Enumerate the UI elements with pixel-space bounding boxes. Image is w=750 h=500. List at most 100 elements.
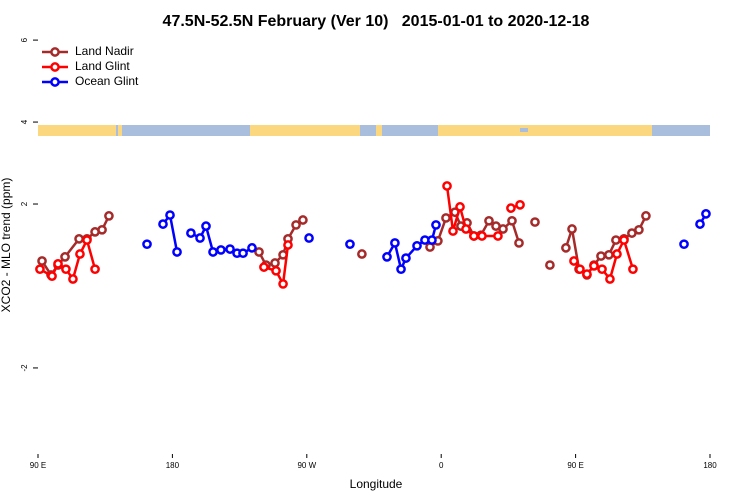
- data-point: [345, 239, 355, 250]
- data-point: [701, 209, 711, 219]
- data-point: [604, 249, 614, 260]
- chart-title: 47.5N-52.5N February (Ver 10) 2015-01-01…: [163, 13, 590, 30]
- data-point: [582, 269, 592, 279]
- data-point: [53, 259, 63, 269]
- land-ocean-strip: [38, 125, 710, 136]
- data-point: [515, 199, 525, 210]
- data-point: [158, 219, 168, 229]
- data-point: [225, 244, 235, 254]
- data-point: [628, 264, 638, 275]
- data-point: [47, 271, 57, 281]
- x-tick-label: 90 E: [567, 461, 583, 470]
- data-point: [401, 253, 411, 263]
- data-point: [35, 264, 45, 275]
- data-point: [477, 231, 487, 241]
- series-line: [39, 185, 635, 288]
- data-point: [390, 238, 400, 248]
- data-point: [68, 274, 78, 284]
- data-point: [271, 265, 281, 276]
- x-axis-label: Longitude: [350, 477, 403, 491]
- data-point: [61, 264, 71, 275]
- data-point: [431, 220, 441, 230]
- legend-marker: [50, 47, 60, 57]
- data-point: [441, 213, 451, 223]
- legend-label: Land Glint: [75, 59, 130, 73]
- data-point: [201, 221, 211, 231]
- y-tick-label: 2: [20, 201, 29, 206]
- data-point: [104, 211, 114, 221]
- data-point: [283, 240, 293, 250]
- data-point: [679, 239, 689, 250]
- data-point: [493, 231, 503, 241]
- data-point: [695, 219, 705, 229]
- x-tick-label: 90 W: [297, 461, 316, 470]
- data-point: [530, 217, 540, 227]
- data-point: [634, 224, 644, 235]
- legend-marker: [50, 77, 60, 87]
- x-tick-label: 0: [439, 461, 444, 470]
- plot-area: [35, 181, 711, 289]
- data-point: [298, 215, 308, 225]
- data-point: [238, 248, 248, 259]
- data-point: [455, 202, 465, 212]
- data-point: [186, 228, 196, 238]
- data-point: [304, 233, 314, 243]
- data-point: [247, 243, 257, 253]
- data-point: [37, 256, 47, 266]
- data-point: [561, 243, 571, 253]
- y-tick-label: 4: [20, 119, 29, 124]
- data-point: [507, 215, 517, 226]
- data-point: [82, 235, 92, 245]
- data-point: [597, 264, 607, 275]
- legend-label: Land Nadir: [75, 44, 134, 58]
- data-point: [612, 249, 622, 259]
- data-point: [278, 279, 288, 289]
- data-point: [641, 211, 651, 221]
- data-point: [498, 224, 508, 234]
- y-tick-label: 6: [20, 37, 29, 42]
- data-point: [619, 235, 629, 245]
- data-point: [259, 262, 269, 272]
- data-point: [448, 226, 458, 236]
- data-point: [195, 233, 205, 243]
- data-point: [216, 245, 226, 255]
- data-point: [461, 224, 471, 234]
- data-point: [545, 260, 555, 270]
- data-point: [172, 247, 182, 257]
- data-point: [427, 235, 437, 245]
- y-axis-label: XCO2 - MLO trend (ppm): [0, 178, 13, 313]
- data-point: [254, 247, 264, 257]
- legend-marker: [50, 62, 60, 72]
- data-point: [506, 203, 516, 213]
- data-point: [97, 224, 107, 235]
- data-point: [270, 258, 280, 268]
- data-point: [514, 238, 524, 248]
- x-tick-label: 180: [166, 461, 180, 470]
- data-point: [412, 240, 422, 251]
- data-point: [60, 252, 70, 262]
- legend-label: Ocean Glint: [75, 74, 139, 88]
- data-point: [469, 231, 479, 241]
- data-point: [569, 256, 579, 266]
- series-line: [40, 210, 648, 278]
- data-point: [396, 264, 406, 275]
- data-point: [291, 220, 301, 230]
- y-tick-label: -2: [20, 364, 29, 372]
- data-point: [208, 247, 218, 257]
- data-point: [575, 264, 585, 275]
- data-point: [357, 249, 367, 259]
- data-point: [567, 224, 577, 234]
- data-point: [75, 249, 85, 259]
- data-point: [90, 264, 100, 275]
- x-tick-label: 180: [703, 461, 717, 470]
- data-point: [382, 252, 392, 262]
- data-point: [442, 181, 452, 191]
- x-tick-label: 90 E: [30, 461, 46, 470]
- data-point: [596, 251, 606, 261]
- data-point: [165, 210, 175, 220]
- data-point: [605, 274, 615, 284]
- data-point: [589, 261, 599, 271]
- data-point: [484, 215, 494, 226]
